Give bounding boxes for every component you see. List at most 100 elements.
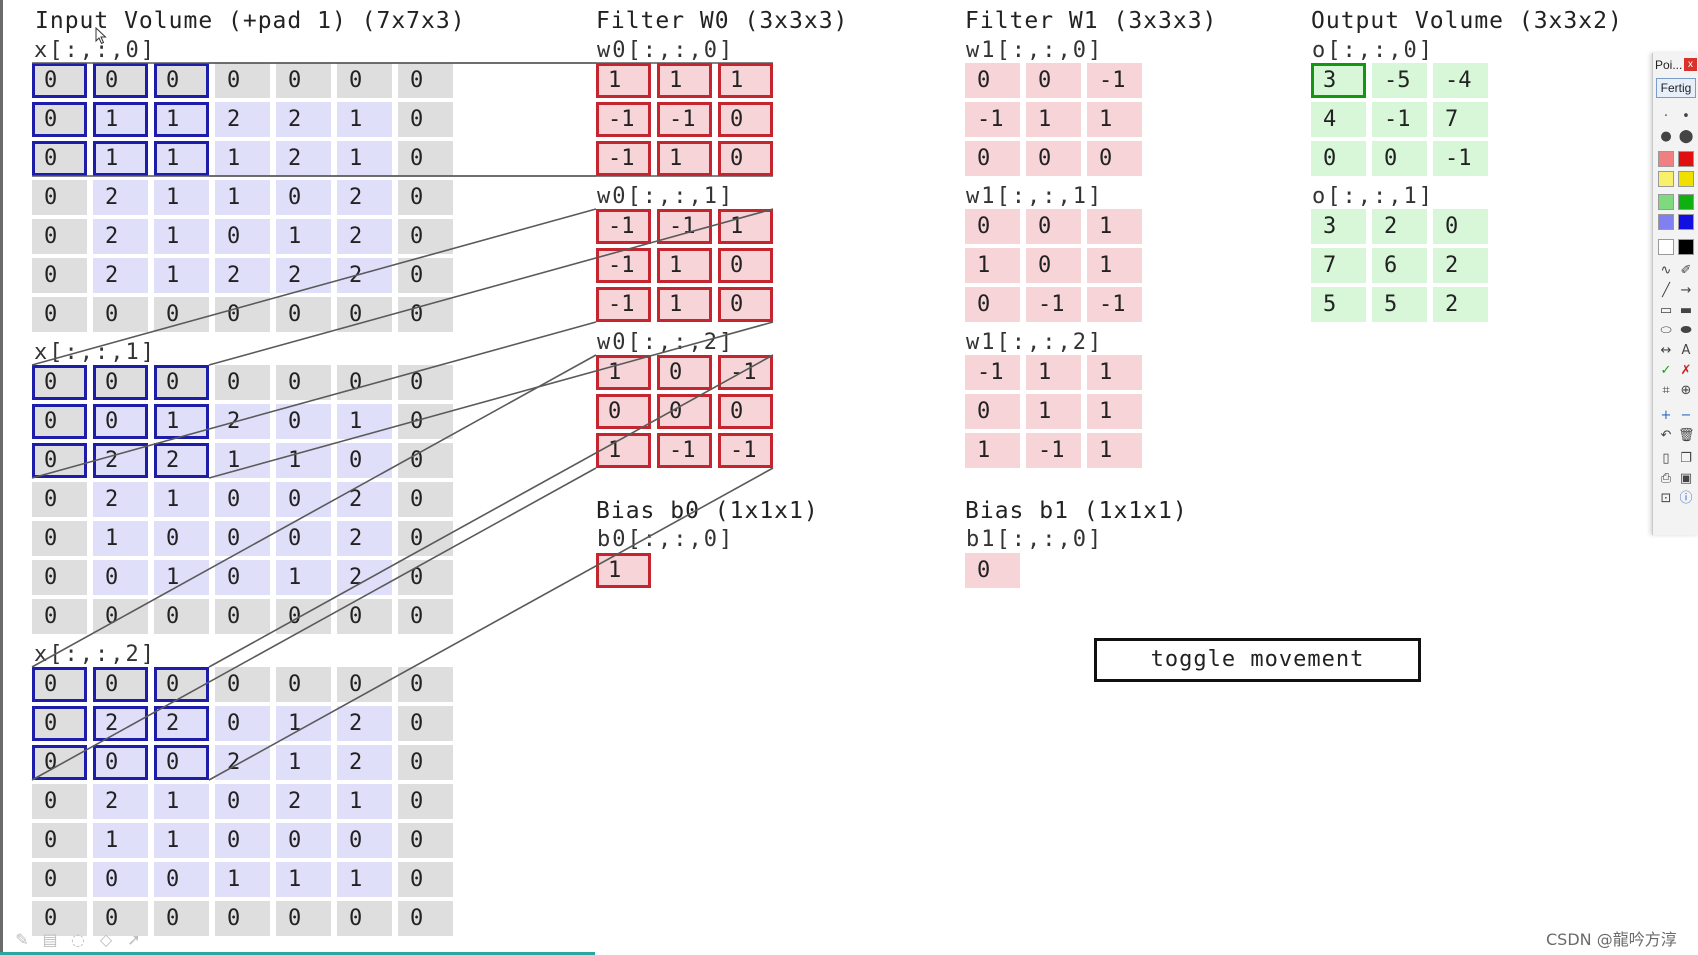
cross-icon[interactable]: ✗ xyxy=(1680,363,1692,378)
info-icon[interactable]: ⓘ xyxy=(1679,491,1693,506)
palette-done-button[interactable]: Fertig xyxy=(1656,78,1696,98)
input-cell: 2 xyxy=(154,706,209,741)
toggle-movement-button[interactable]: toggle movement xyxy=(1094,638,1421,682)
w0-slice-label: w0[:,:,2] xyxy=(597,330,735,355)
trash-icon[interactable]: 🗑 xyxy=(1678,428,1695,443)
crop-icon[interactable]: ⌗ xyxy=(1662,383,1670,398)
zoom-icon[interactable]: ⊕ xyxy=(1680,383,1692,398)
check-icon[interactable]: ✓ xyxy=(1660,363,1672,378)
w0-weight-cell: 0 xyxy=(718,248,773,283)
w0-weight-cell: 0 xyxy=(718,102,773,137)
w0-weight-cell: 1 xyxy=(596,63,651,98)
input-cell: 0 xyxy=(398,560,453,595)
black-swatch[interactable] xyxy=(1678,239,1694,255)
save-icon[interactable]: ▣ xyxy=(1679,471,1693,486)
pointer-icon[interactable]: ➚ xyxy=(127,930,141,949)
input-cell: 0 xyxy=(215,599,270,634)
output-cell: 2 xyxy=(1372,209,1427,244)
input-cell: 0 xyxy=(93,404,148,439)
double-arrow-icon[interactable]: ↔ xyxy=(1660,343,1672,358)
undo-icon[interactable]: ↶ xyxy=(1660,428,1672,443)
dot-small-icon[interactable]: · xyxy=(1663,109,1669,124)
dot-tiny-icon[interactable]: • xyxy=(1682,109,1690,124)
w0-weight-cell: -1 xyxy=(657,102,712,137)
filled-rectangle-icon[interactable]: ▬ xyxy=(1679,303,1693,318)
input-cell: 0 xyxy=(93,365,148,400)
input-cell: 0 xyxy=(398,901,453,936)
w0-weight-cell: 1 xyxy=(596,433,651,468)
screen-icon[interactable]: ⊡ xyxy=(1660,491,1672,506)
lasso-icon[interactable]: ◌ xyxy=(71,930,85,949)
blue-swatch[interactable] xyxy=(1678,214,1694,230)
freehand-icon[interactable]: ∿ xyxy=(1660,263,1672,278)
input-cell: 0 xyxy=(398,258,453,293)
input-cell: 0 xyxy=(93,901,148,936)
yellow-light-swatch[interactable] xyxy=(1658,171,1674,187)
input-cell: 0 xyxy=(337,63,392,98)
input-cell: 0 xyxy=(154,521,209,556)
minus-icon[interactable]: − xyxy=(1680,408,1692,423)
red-swatch[interactable] xyxy=(1678,151,1694,167)
input-cell: 1 xyxy=(154,141,209,176)
blue-light-swatch[interactable] xyxy=(1658,214,1674,230)
filled-ellipse-icon[interactable]: ⬬ xyxy=(1680,323,1692,338)
palette-close-button[interactable]: x xyxy=(1684,58,1697,71)
text-icon[interactable]: A xyxy=(1681,343,1691,358)
input-cell: 0 xyxy=(154,745,209,780)
input-cell: 1 xyxy=(337,141,392,176)
palette-title: Poi... xyxy=(1655,58,1683,72)
w1-weight-cell: 0 xyxy=(965,141,1020,176)
output-cell: -5 xyxy=(1372,63,1427,98)
pencil-icon[interactable]: ✎ xyxy=(15,930,29,949)
w0-weight-cell: 0 xyxy=(657,355,712,390)
board-icon[interactable]: ▤ xyxy=(42,930,58,949)
line-icon[interactable]: ╱ xyxy=(1662,283,1670,298)
yellow-swatch[interactable] xyxy=(1678,171,1694,187)
dot-medium-icon[interactable]: ● xyxy=(1660,129,1672,144)
rectangle-icon[interactable]: ▭ xyxy=(1659,303,1673,318)
w0-weight-cell: -1 xyxy=(718,355,773,390)
input-cell: 0 xyxy=(32,745,87,780)
input-cell: 2 xyxy=(215,404,270,439)
copy-icon[interactable]: ❐ xyxy=(1680,451,1692,466)
green-light-swatch[interactable] xyxy=(1658,194,1674,210)
print-icon[interactable]: ⎙ xyxy=(1660,471,1672,486)
w1-weight-cell: -1 xyxy=(1087,63,1142,98)
input-cell: 0 xyxy=(337,443,392,478)
input-cell: 0 xyxy=(337,823,392,858)
input-cell: 0 xyxy=(276,365,331,400)
input-cell: 0 xyxy=(398,706,453,741)
input-cell: 0 xyxy=(154,63,209,98)
input-cell: 0 xyxy=(276,901,331,936)
input-cell: 0 xyxy=(32,784,87,819)
w1-weight-cell: 1 xyxy=(1087,248,1142,283)
dot-large-icon[interactable]: ⬤ xyxy=(1678,129,1694,144)
green-swatch[interactable] xyxy=(1678,194,1694,210)
arrow-icon[interactable]: → xyxy=(1680,283,1692,298)
pen-icon[interactable]: ✐ xyxy=(1680,263,1692,278)
white-swatch[interactable] xyxy=(1658,239,1674,255)
output-cell: -4 xyxy=(1433,63,1488,98)
w0-weight-cell: 0 xyxy=(718,141,773,176)
input-cell: 0 xyxy=(276,404,331,439)
input-cell: 0 xyxy=(276,63,331,98)
eraser-icon[interactable]: ◇ xyxy=(99,930,113,949)
input-cell: 1 xyxy=(337,784,392,819)
input-cell: 0 xyxy=(398,404,453,439)
input-cell: 0 xyxy=(215,823,270,858)
input-cell: 0 xyxy=(398,784,453,819)
input-cell: 0 xyxy=(93,297,148,332)
input-cell: 0 xyxy=(32,862,87,897)
input-cell: 1 xyxy=(93,102,148,137)
output-cell: 0 xyxy=(1372,141,1427,176)
input-cell: 1 xyxy=(276,443,331,478)
red-light-swatch[interactable] xyxy=(1658,151,1674,167)
ellipse-icon[interactable]: ⬭ xyxy=(1660,323,1672,338)
w1-weight-cell: 0 xyxy=(1087,141,1142,176)
plus-icon[interactable]: + xyxy=(1660,408,1672,423)
input-cell: 0 xyxy=(32,180,87,215)
w1-weight-cell: 0 xyxy=(1026,248,1081,283)
input-cell: 0 xyxy=(32,365,87,400)
new-page-icon[interactable]: ▯ xyxy=(1662,451,1670,466)
output-cell: 2 xyxy=(1433,248,1488,283)
